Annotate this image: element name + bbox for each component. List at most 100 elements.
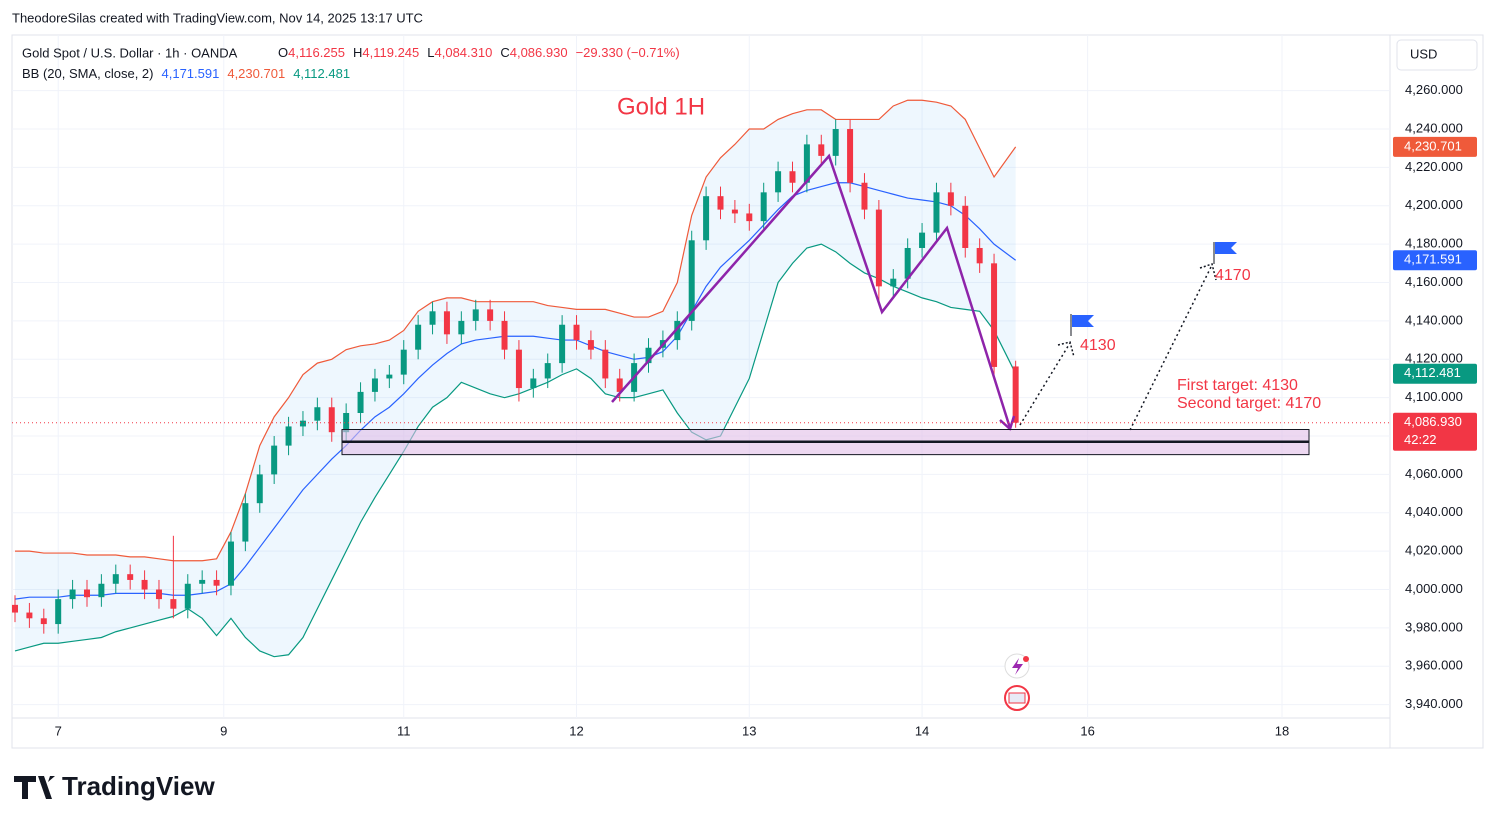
candle-body (861, 182, 868, 210)
candle-body (40, 618, 47, 625)
candle-body (544, 363, 551, 379)
target-label: 4130 (1080, 337, 1116, 354)
candle-body (429, 311, 436, 325)
flag-icon (1008, 692, 1026, 704)
candle-body (371, 378, 378, 392)
band-line (14, 182, 1017, 600)
candle-body (386, 374, 393, 379)
candle-body (587, 340, 594, 350)
candle-body (271, 445, 278, 475)
candle-body (847, 129, 854, 183)
candle-body (962, 205, 969, 248)
candle-body (242, 503, 249, 542)
flag (1072, 315, 1094, 327)
logo-text: TradingView (62, 771, 215, 801)
candle-body (775, 171, 782, 193)
candle-body (458, 320, 465, 335)
candle-body (559, 324, 566, 364)
candle-body (357, 391, 364, 413)
candle-body (976, 247, 983, 264)
candle-body (789, 171, 796, 183)
y-tick-label: 4,160.000 (1405, 274, 1463, 289)
y-tick-label: 4,020.000 (1405, 543, 1463, 558)
legend-value: 4,119.245 (362, 45, 419, 60)
logo-mark (14, 776, 55, 799)
legend-value: 4,116.255 (288, 45, 345, 60)
candle-body (832, 129, 839, 156)
candle-body (328, 407, 335, 433)
candle-body (256, 474, 263, 504)
projection-arrowhead (1057, 341, 1075, 358)
x-tick-label: 12 (569, 723, 583, 738)
candle-body (746, 213, 753, 222)
attribution: TheodoreSilas created with TradingView.c… (12, 10, 423, 25)
candle-body (703, 196, 710, 241)
candle-body (919, 232, 926, 248)
x-tick-label: 7 (55, 723, 62, 738)
band-line (14, 243, 1017, 658)
event-icon-glyph (1012, 658, 1023, 675)
candle-body (12, 604, 18, 613)
target-note: Second target: 4170 (1177, 395, 1321, 412)
price-label-box (1393, 363, 1477, 384)
candle-body (991, 263, 998, 367)
candle-body (933, 192, 940, 233)
y-tick-label: 4,120.000 (1405, 351, 1463, 366)
chart-frame (11, 34, 1484, 749)
candle-body (55, 599, 62, 625)
legend-key: H (353, 45, 362, 60)
candle-body (674, 320, 681, 341)
symbol: Gold Spot / U.S. Dollar · 1h · OANDA (22, 45, 238, 60)
legend-value: 4,084.310 (435, 45, 493, 60)
candle-body (515, 349, 522, 389)
candle-body (818, 144, 825, 156)
candle-body (875, 209, 882, 287)
legend-key: O (278, 45, 288, 60)
indicator-value: 4,171.591 (162, 66, 220, 81)
price-label-box (1393, 250, 1477, 271)
y-tick-label: 4,240.000 (1405, 120, 1463, 135)
candle-body (890, 278, 897, 287)
currency-button[interactable] (1396, 39, 1478, 71)
flag (1215, 242, 1237, 254)
candle-body (487, 309, 494, 321)
band-fill (15, 100, 1016, 657)
candle-body (199, 579, 206, 584)
candle-body (443, 311, 450, 335)
candle-body (645, 347, 652, 364)
candle-body (602, 349, 609, 379)
indicator-legend: BB (20, SMA, close, 2) 4,171.591 4,230.701… (22, 66, 350, 81)
target-label: 4170 (1215, 267, 1251, 284)
x-tick-label: 14 (915, 723, 929, 738)
projection-arrowhead (1199, 263, 1217, 281)
price-label: 4,086.930 (1404, 414, 1462, 429)
price-label-box (1393, 412, 1477, 451)
candle-body (227, 541, 234, 586)
y-tick-label: 4,260.000 (1405, 82, 1463, 97)
candle-body (400, 349, 407, 375)
y-tick-label: 4,100.000 (1405, 389, 1463, 404)
y-tick-label: 3,940.000 (1405, 696, 1463, 711)
legend-change: −29.330 (−0.71%) (576, 45, 680, 60)
x-tick-label: 11 (397, 723, 411, 738)
y-tick-label: 4,000.000 (1405, 581, 1463, 596)
indicator-value: 4,230.701 (227, 66, 285, 81)
candle-body (184, 583, 191, 609)
candle-body (616, 378, 623, 392)
legend-value: 4,086.930 (510, 45, 568, 60)
x-tick-label: 16 (1080, 723, 1094, 738)
candle-body (472, 309, 479, 321)
candle-body (530, 378, 537, 389)
candle-body (26, 612, 33, 619)
drawing-title: Gold 1H (617, 93, 705, 120)
candle-body (83, 589, 90, 598)
candle-body (343, 412, 350, 433)
candle-body (947, 192, 954, 206)
legend-key: C (500, 45, 509, 60)
candle-body (155, 589, 162, 600)
candle-body (688, 240, 695, 321)
y-tick-label: 4,060.000 (1405, 466, 1463, 481)
candle-body (69, 589, 76, 600)
candle-body (98, 583, 105, 598)
indicator-name: BB (20, SMA, close, 2) (22, 66, 154, 81)
